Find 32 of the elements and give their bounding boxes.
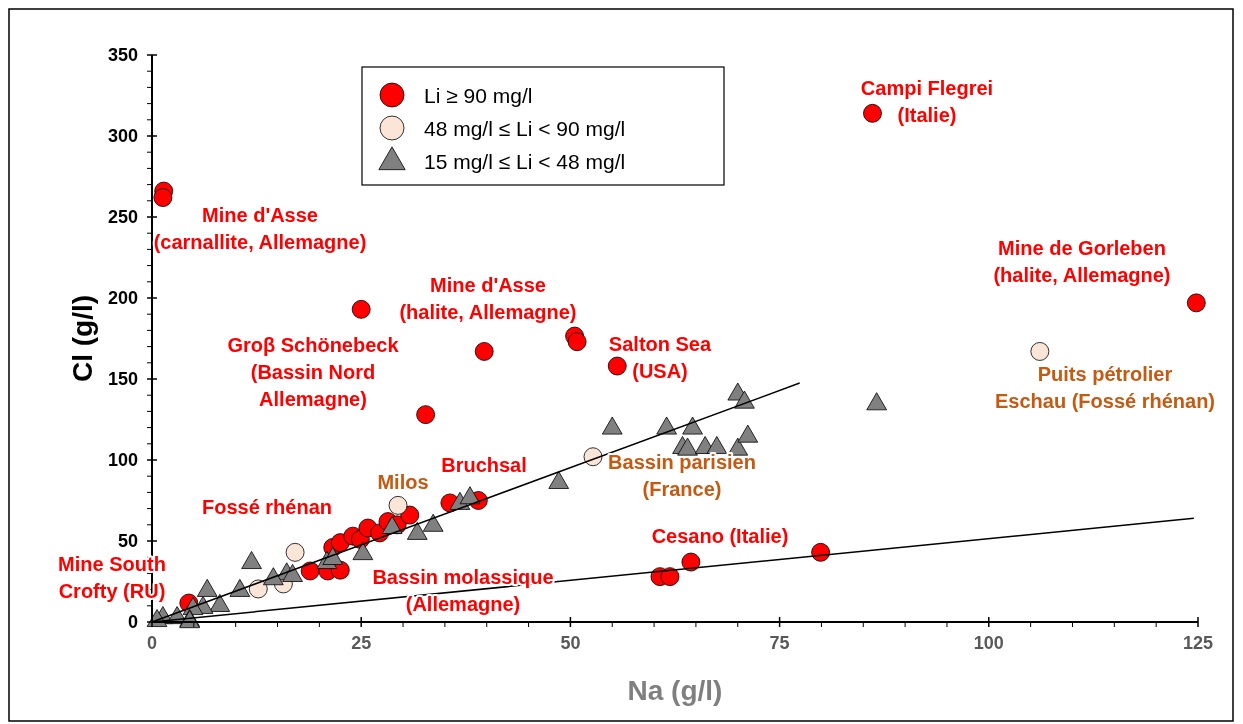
annotation: Campi Flegrei (Italie) (860, 76, 994, 126)
annotation: Mine d'Asse (halite, Allemagne) (399, 273, 577, 323)
annotation: Fossé rhénan (201, 496, 333, 518)
x-axis-title: Na (g/l) (627, 675, 723, 706)
y-tick-label: 50 (117, 531, 138, 551)
x-tick-label: 25 (351, 633, 372, 653)
legend-label: Li ≥ 90 mg/l (424, 84, 533, 107)
y-tick-label: 350 (107, 45, 138, 65)
annotation: Mine de Gorleben (halite, Allemagne) (993, 236, 1171, 286)
annotation: Puits pétrolier Eschau (Fossé rhénan) (994, 362, 1216, 412)
y-tick-label: 250 (107, 207, 138, 227)
x-tick-label: 0 (146, 633, 158, 653)
annotation: Bruchsal (441, 454, 527, 476)
annotation: Milos (377, 471, 429, 493)
y-tick-label: 150 (107, 369, 138, 389)
annotation: Bassin molassique (Allemagne) (372, 565, 554, 615)
annotation: Cesano (Italie) (651, 525, 789, 547)
x-tick-label: 100 (973, 633, 1004, 653)
y-axis-title: Cl (g/l) (67, 294, 98, 383)
annotation: Mine d'Asse (carnallite, Allemagne) (153, 203, 367, 253)
x-tick-label: 75 (769, 633, 790, 653)
y-tick-label: 100 (107, 450, 138, 470)
y-tick-label: 200 (107, 288, 138, 308)
y-tick-label: 0 (127, 612, 138, 632)
legend-label: 15 mg/l ≤ Li < 48 mg/l (424, 150, 626, 173)
annotation: Bassin parisien (France) (608, 450, 756, 500)
legend-label: 48 mg/l ≤ Li < 90 mg/l (424, 117, 626, 140)
y-tick-label: 300 (107, 126, 138, 146)
x-tick-label: 125 (1182, 633, 1214, 653)
annotation: Groβ Schönebeck (Bassin Nord Allemagne) (227, 334, 400, 410)
x-tick-label: 50 (560, 633, 581, 653)
annotation: Salton Sea (USA) (608, 332, 712, 382)
